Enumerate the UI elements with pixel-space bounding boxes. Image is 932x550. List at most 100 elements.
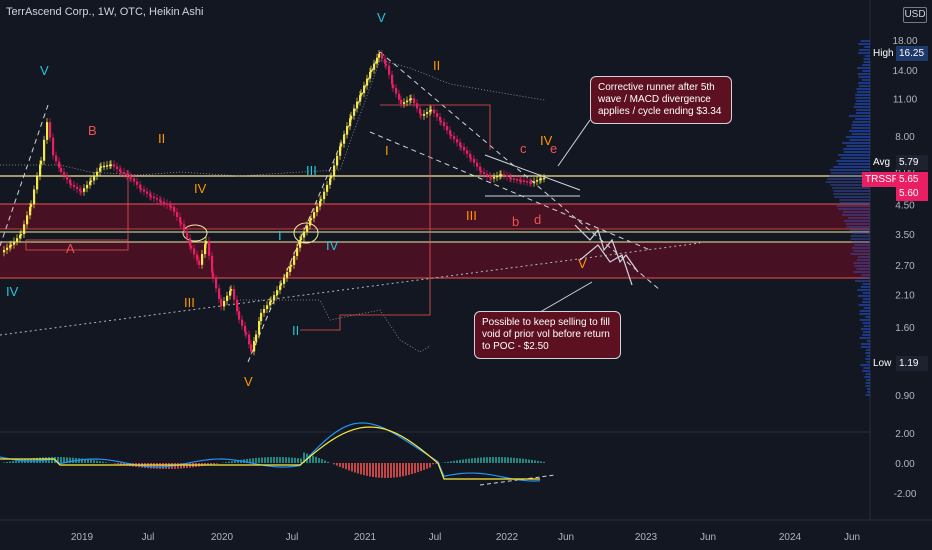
wave-label: II bbox=[158, 131, 165, 146]
volume-profile-bar bbox=[840, 202, 870, 204]
candle-body bbox=[190, 246, 192, 249]
candle-body bbox=[166, 203, 168, 205]
volume-profile-bar bbox=[862, 334, 870, 336]
candle-body bbox=[496, 176, 498, 178]
macd-bar bbox=[363, 463, 365, 475]
candle-body bbox=[156, 198, 158, 200]
volume-profile-bar bbox=[852, 232, 870, 234]
price-tag-label: Avg bbox=[870, 155, 893, 170]
volume-profile-bar bbox=[851, 241, 870, 243]
macd-bar bbox=[159, 463, 161, 469]
volume-profile-bar bbox=[862, 64, 870, 66]
y-tick-label: 2.70 bbox=[895, 261, 915, 272]
candle-body bbox=[493, 177, 495, 179]
macd-bar bbox=[342, 463, 344, 468]
volume-profile-bar bbox=[832, 187, 870, 189]
volume-profile-bar bbox=[858, 52, 870, 54]
wave-label: V bbox=[40, 63, 49, 78]
candle-body bbox=[403, 102, 405, 104]
macd-bar bbox=[429, 463, 431, 468]
macd-bar bbox=[87, 459, 89, 463]
macd-bar bbox=[252, 458, 254, 463]
volume-profile-bar bbox=[863, 367, 870, 369]
macd-bar bbox=[225, 462, 227, 463]
price-tag-value: 16.25 bbox=[896, 46, 928, 61]
volume-profile-bar bbox=[853, 250, 870, 252]
candle-body bbox=[440, 121, 442, 123]
candle-body bbox=[3, 250, 5, 252]
wave-label: III bbox=[184, 295, 195, 310]
wave-label: II bbox=[433, 58, 440, 73]
wave-label: III bbox=[306, 163, 317, 178]
x-tick-label: 2021 bbox=[354, 532, 377, 543]
candle-body bbox=[248, 334, 250, 344]
volume-profile-bar bbox=[848, 217, 870, 219]
candle-body bbox=[193, 248, 195, 254]
macd-bar bbox=[282, 457, 284, 463]
volume-profile-bar bbox=[856, 268, 870, 270]
macd-bar bbox=[348, 463, 350, 470]
candle-body bbox=[196, 254, 198, 260]
candle-body bbox=[83, 188, 85, 192]
macd-bar bbox=[6, 462, 8, 463]
candle-body bbox=[130, 178, 132, 180]
macd-bar bbox=[474, 458, 476, 463]
macd-bar bbox=[513, 458, 515, 463]
candle-body bbox=[486, 174, 488, 176]
macd-bar bbox=[117, 463, 119, 464]
y-tick-label: 3.50 bbox=[895, 230, 915, 241]
price-tag-value: 1.19 bbox=[896, 356, 928, 371]
candle-body bbox=[516, 179, 518, 181]
candle-body bbox=[106, 165, 108, 167]
candle-body bbox=[223, 301, 225, 306]
volume-profile-bar bbox=[846, 136, 870, 138]
macd-bar bbox=[495, 457, 497, 463]
candle-body bbox=[43, 140, 45, 161]
candle-body bbox=[398, 94, 400, 100]
candle-body bbox=[36, 176, 38, 189]
price-tag-value: 5.65 bbox=[896, 172, 928, 187]
macd-bar bbox=[456, 460, 458, 463]
wave-label: IV bbox=[194, 181, 207, 196]
volume-profile-bar bbox=[854, 262, 870, 264]
macd-bar bbox=[162, 463, 164, 469]
candle-body bbox=[286, 272, 288, 278]
macd-bar bbox=[333, 463, 335, 464]
wave-label: III bbox=[466, 208, 477, 223]
macd-bar bbox=[297, 458, 299, 463]
candle-body bbox=[173, 207, 175, 212]
volume-profile-bar bbox=[837, 205, 870, 207]
macd-bar bbox=[147, 463, 149, 468]
candle-body bbox=[400, 100, 402, 104]
candle-body bbox=[426, 112, 428, 114]
candle-body bbox=[350, 116, 352, 119]
candle-body bbox=[436, 113, 438, 117]
macd-bar bbox=[468, 459, 470, 463]
candle-body bbox=[363, 86, 365, 93]
macd-bar bbox=[93, 460, 95, 463]
volume-profile-bar bbox=[852, 247, 870, 249]
candle-body bbox=[13, 241, 15, 244]
volume-profile-bar bbox=[855, 118, 870, 120]
macd-bar bbox=[351, 463, 353, 472]
volume-profile-bar bbox=[847, 226, 870, 228]
macd-bar bbox=[105, 462, 107, 463]
macd-bar bbox=[531, 460, 533, 463]
candle-body bbox=[476, 163, 478, 167]
volume-profile-bar bbox=[855, 280, 870, 282]
wave-label: c bbox=[520, 141, 527, 156]
volume-profile-bar bbox=[859, 76, 870, 78]
macd-bar bbox=[99, 461, 101, 463]
volume-profile-bar bbox=[860, 319, 870, 321]
volume-profile-bar bbox=[859, 304, 870, 306]
candle-body bbox=[463, 147, 465, 150]
macd-bar bbox=[510, 458, 512, 463]
candle-body bbox=[40, 161, 42, 165]
wave-label: V bbox=[578, 256, 587, 271]
candle-body bbox=[410, 98, 412, 100]
macd-bar bbox=[501, 457, 503, 463]
volume-profile-bar bbox=[861, 40, 870, 42]
currency-button[interactable]: USD bbox=[903, 7, 927, 23]
